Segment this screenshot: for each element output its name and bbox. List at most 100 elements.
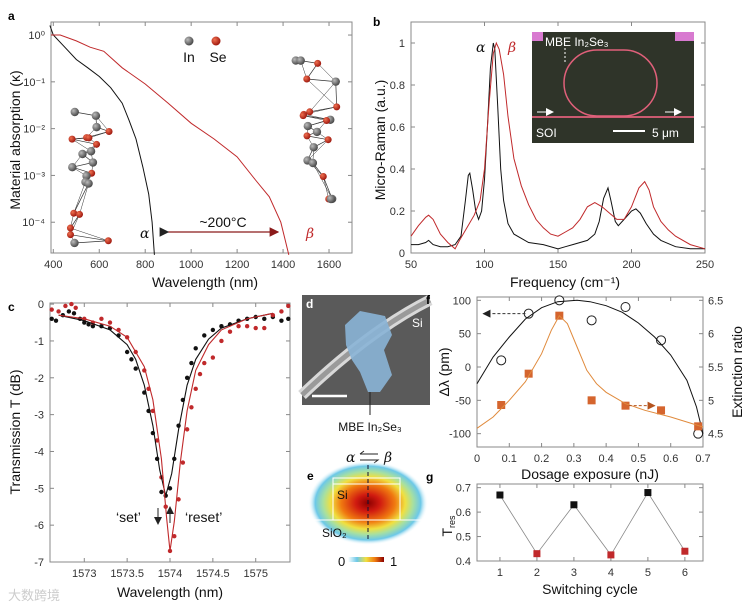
panel-label-f: f bbox=[426, 293, 431, 307]
y-axis-title: Tres bbox=[439, 515, 457, 537]
data-point bbox=[129, 357, 134, 362]
y-tick-label: -100 bbox=[449, 429, 471, 441]
x-tick-label: 800 bbox=[136, 259, 154, 271]
data-point bbox=[99, 316, 104, 322]
y2-tick-label: 6.5 bbox=[708, 295, 723, 307]
y-tick-label: -4 bbox=[34, 446, 44, 458]
x-tick-label: 0.4 bbox=[598, 453, 613, 465]
y-tick-label: -1 bbox=[34, 336, 44, 348]
data-point bbox=[202, 360, 207, 366]
extinction-point bbox=[694, 422, 703, 431]
in-atom bbox=[70, 238, 79, 248]
inset-substrate-label: SOI bbox=[536, 126, 557, 140]
shift-point bbox=[620, 302, 631, 312]
switching-point bbox=[681, 547, 689, 555]
in-atom bbox=[86, 147, 96, 156]
bond bbox=[317, 63, 336, 82]
data-point bbox=[286, 316, 291, 322]
se-atom bbox=[306, 108, 314, 116]
x-tick-label: 0.7 bbox=[695, 453, 710, 465]
bond bbox=[70, 234, 109, 242]
shift-point bbox=[693, 428, 704, 439]
data-point bbox=[49, 307, 54, 312]
x-tick-label: 2 bbox=[534, 567, 540, 579]
x-tick-label: 1573.5 bbox=[110, 568, 144, 580]
data-point bbox=[69, 301, 74, 307]
panel-g: g Switching cycle Tres 1 2 3 4 5 6 0.4 0.5 0.6 0.… bbox=[426, 470, 704, 597]
in-atom bbox=[326, 194, 336, 204]
x-tick-label: 3 bbox=[571, 567, 577, 579]
data-point bbox=[279, 318, 284, 323]
se-atom bbox=[299, 112, 307, 120]
data-point bbox=[86, 322, 91, 327]
x-tick-label: 1400 bbox=[271, 259, 295, 271]
x-tick-label: 0.6 bbox=[663, 453, 678, 465]
se-atom bbox=[104, 237, 112, 245]
bond bbox=[74, 240, 109, 244]
data-point bbox=[189, 360, 194, 366]
bond bbox=[303, 115, 327, 121]
y2-axis-title: Extinction ratio bbox=[729, 326, 745, 418]
x-tick-label: 200 bbox=[622, 259, 640, 271]
switching-point bbox=[533, 550, 541, 558]
y-tick-label: 50 bbox=[459, 329, 471, 341]
bond bbox=[307, 139, 329, 161]
alpha-label: α bbox=[140, 226, 150, 242]
y-tick-label: 10⁻³ bbox=[23, 170, 45, 182]
se-atom bbox=[66, 224, 74, 232]
extinction-point bbox=[621, 401, 630, 410]
x-axis-title: Switching cycle bbox=[542, 581, 638, 597]
sio2-label: SiO₂ bbox=[322, 526, 347, 540]
data-point bbox=[202, 333, 207, 338]
se-atom bbox=[303, 132, 311, 140]
bond bbox=[70, 227, 109, 242]
data-point bbox=[197, 371, 203, 377]
shift-fit-curve bbox=[476, 299, 704, 434]
in-atom bbox=[309, 143, 318, 152]
y-tick-label: -3 bbox=[34, 410, 44, 422]
alpha-label: α bbox=[346, 450, 356, 466]
data-point bbox=[71, 311, 77, 316]
in-atom bbox=[78, 149, 87, 159]
y-tick-label: -2 bbox=[34, 373, 44, 385]
in-atom bbox=[296, 56, 305, 65]
y-tick-label: 10⁻² bbox=[23, 124, 45, 136]
x-axis-title: Wavelength (nm) bbox=[152, 274, 258, 290]
in-atom bbox=[84, 179, 93, 188]
beta-label: β bbox=[507, 40, 516, 56]
bond bbox=[323, 176, 329, 200]
y-tick-label: 10⁻¹ bbox=[23, 77, 45, 89]
se-atom bbox=[85, 134, 93, 142]
data-point bbox=[210, 327, 216, 333]
flake-caption: MBE In₂Se₃ bbox=[338, 420, 402, 434]
bond bbox=[70, 214, 80, 235]
y-axis-title: Transmission T (dB) bbox=[7, 370, 23, 495]
x-tick-label: 0.2 bbox=[534, 453, 549, 465]
bond bbox=[306, 78, 337, 108]
data-point bbox=[73, 305, 78, 310]
data-point bbox=[279, 309, 284, 314]
reset-label: ‘reset’ bbox=[185, 509, 222, 525]
data-point bbox=[236, 324, 241, 329]
y-tick-label: -50 bbox=[455, 395, 471, 407]
bond bbox=[306, 135, 329, 141]
in-atom bbox=[312, 127, 322, 137]
y-tick-label: 0 bbox=[399, 248, 405, 260]
panel-label-a: a bbox=[8, 9, 15, 23]
colorbar-min: 0 bbox=[338, 554, 345, 569]
set-label: ‘set’ bbox=[116, 509, 141, 525]
y-axis-title: Δλ (pm) bbox=[436, 347, 452, 396]
in-atom bbox=[92, 122, 101, 132]
plot-frame bbox=[49, 302, 291, 563]
watermark: 大数跨境 bbox=[8, 588, 60, 603]
switching-point bbox=[570, 501, 578, 509]
panel-f: f Dosage exposure (nJ) Δλ (pm) Extinctio… bbox=[426, 293, 745, 482]
data-point bbox=[227, 329, 233, 334]
switching-point bbox=[644, 489, 652, 497]
data-point bbox=[90, 324, 96, 329]
x-axis-title: Dosage exposure (nJ) bbox=[521, 466, 659, 482]
y-tick-label: 0.2 bbox=[390, 206, 405, 218]
x-tick-label: 1600 bbox=[317, 259, 341, 271]
y-tick-label: 0 bbox=[465, 362, 471, 374]
